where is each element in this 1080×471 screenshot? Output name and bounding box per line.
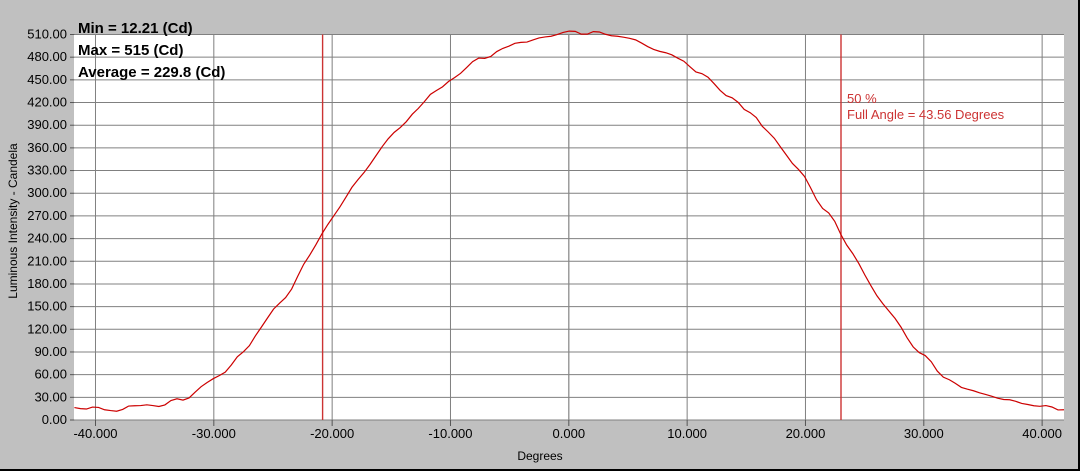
svg-text:30.000: 30.000 [904, 426, 944, 441]
svg-text:270.00: 270.00 [27, 208, 67, 223]
svg-text:40.000: 40.000 [1022, 426, 1062, 441]
svg-text:10.000: 10.000 [667, 426, 707, 441]
svg-text:0.000: 0.000 [553, 426, 586, 441]
svg-text:180.00: 180.00 [27, 276, 67, 291]
svg-text:0.00: 0.00 [42, 412, 67, 427]
svg-text:-10.000: -10.000 [428, 426, 472, 441]
svg-text:420.00: 420.00 [27, 95, 67, 110]
svg-text:-20.000: -20.000 [310, 426, 354, 441]
svg-text:60.00: 60.00 [34, 367, 67, 382]
svg-text:510.00: 510.00 [27, 27, 67, 42]
svg-text:210.00: 210.00 [27, 253, 67, 268]
svg-text:240.00: 240.00 [27, 231, 67, 246]
svg-text:-40.000: -40.000 [73, 426, 117, 441]
svg-text:330.00: 330.00 [27, 163, 67, 178]
svg-text:Min = 12.21 (Cd): Min = 12.21 (Cd) [78, 20, 193, 37]
svg-text:480.00: 480.00 [27, 49, 67, 64]
svg-text:Full Angle = 43.56 Degrees: Full Angle = 43.56 Degrees [847, 107, 1005, 122]
svg-text:120.00: 120.00 [27, 321, 67, 336]
svg-text:300.00: 300.00 [27, 185, 67, 200]
svg-text:90.00: 90.00 [34, 344, 67, 359]
svg-text:20.000: 20.000 [786, 426, 826, 441]
svg-text:390.00: 390.00 [27, 117, 67, 132]
svg-text:Average = 229.8 (Cd): Average = 229.8 (Cd) [78, 64, 225, 81]
svg-text:30.00: 30.00 [34, 389, 67, 404]
svg-text:Max = 515 (Cd): Max = 515 (Cd) [78, 42, 183, 59]
svg-text:150.00: 150.00 [27, 299, 67, 314]
svg-text:-30.000: -30.000 [192, 426, 236, 441]
svg-text:450.00: 450.00 [27, 72, 67, 87]
svg-text:360.00: 360.00 [27, 140, 67, 155]
svg-text:50 %: 50 % [847, 91, 877, 106]
